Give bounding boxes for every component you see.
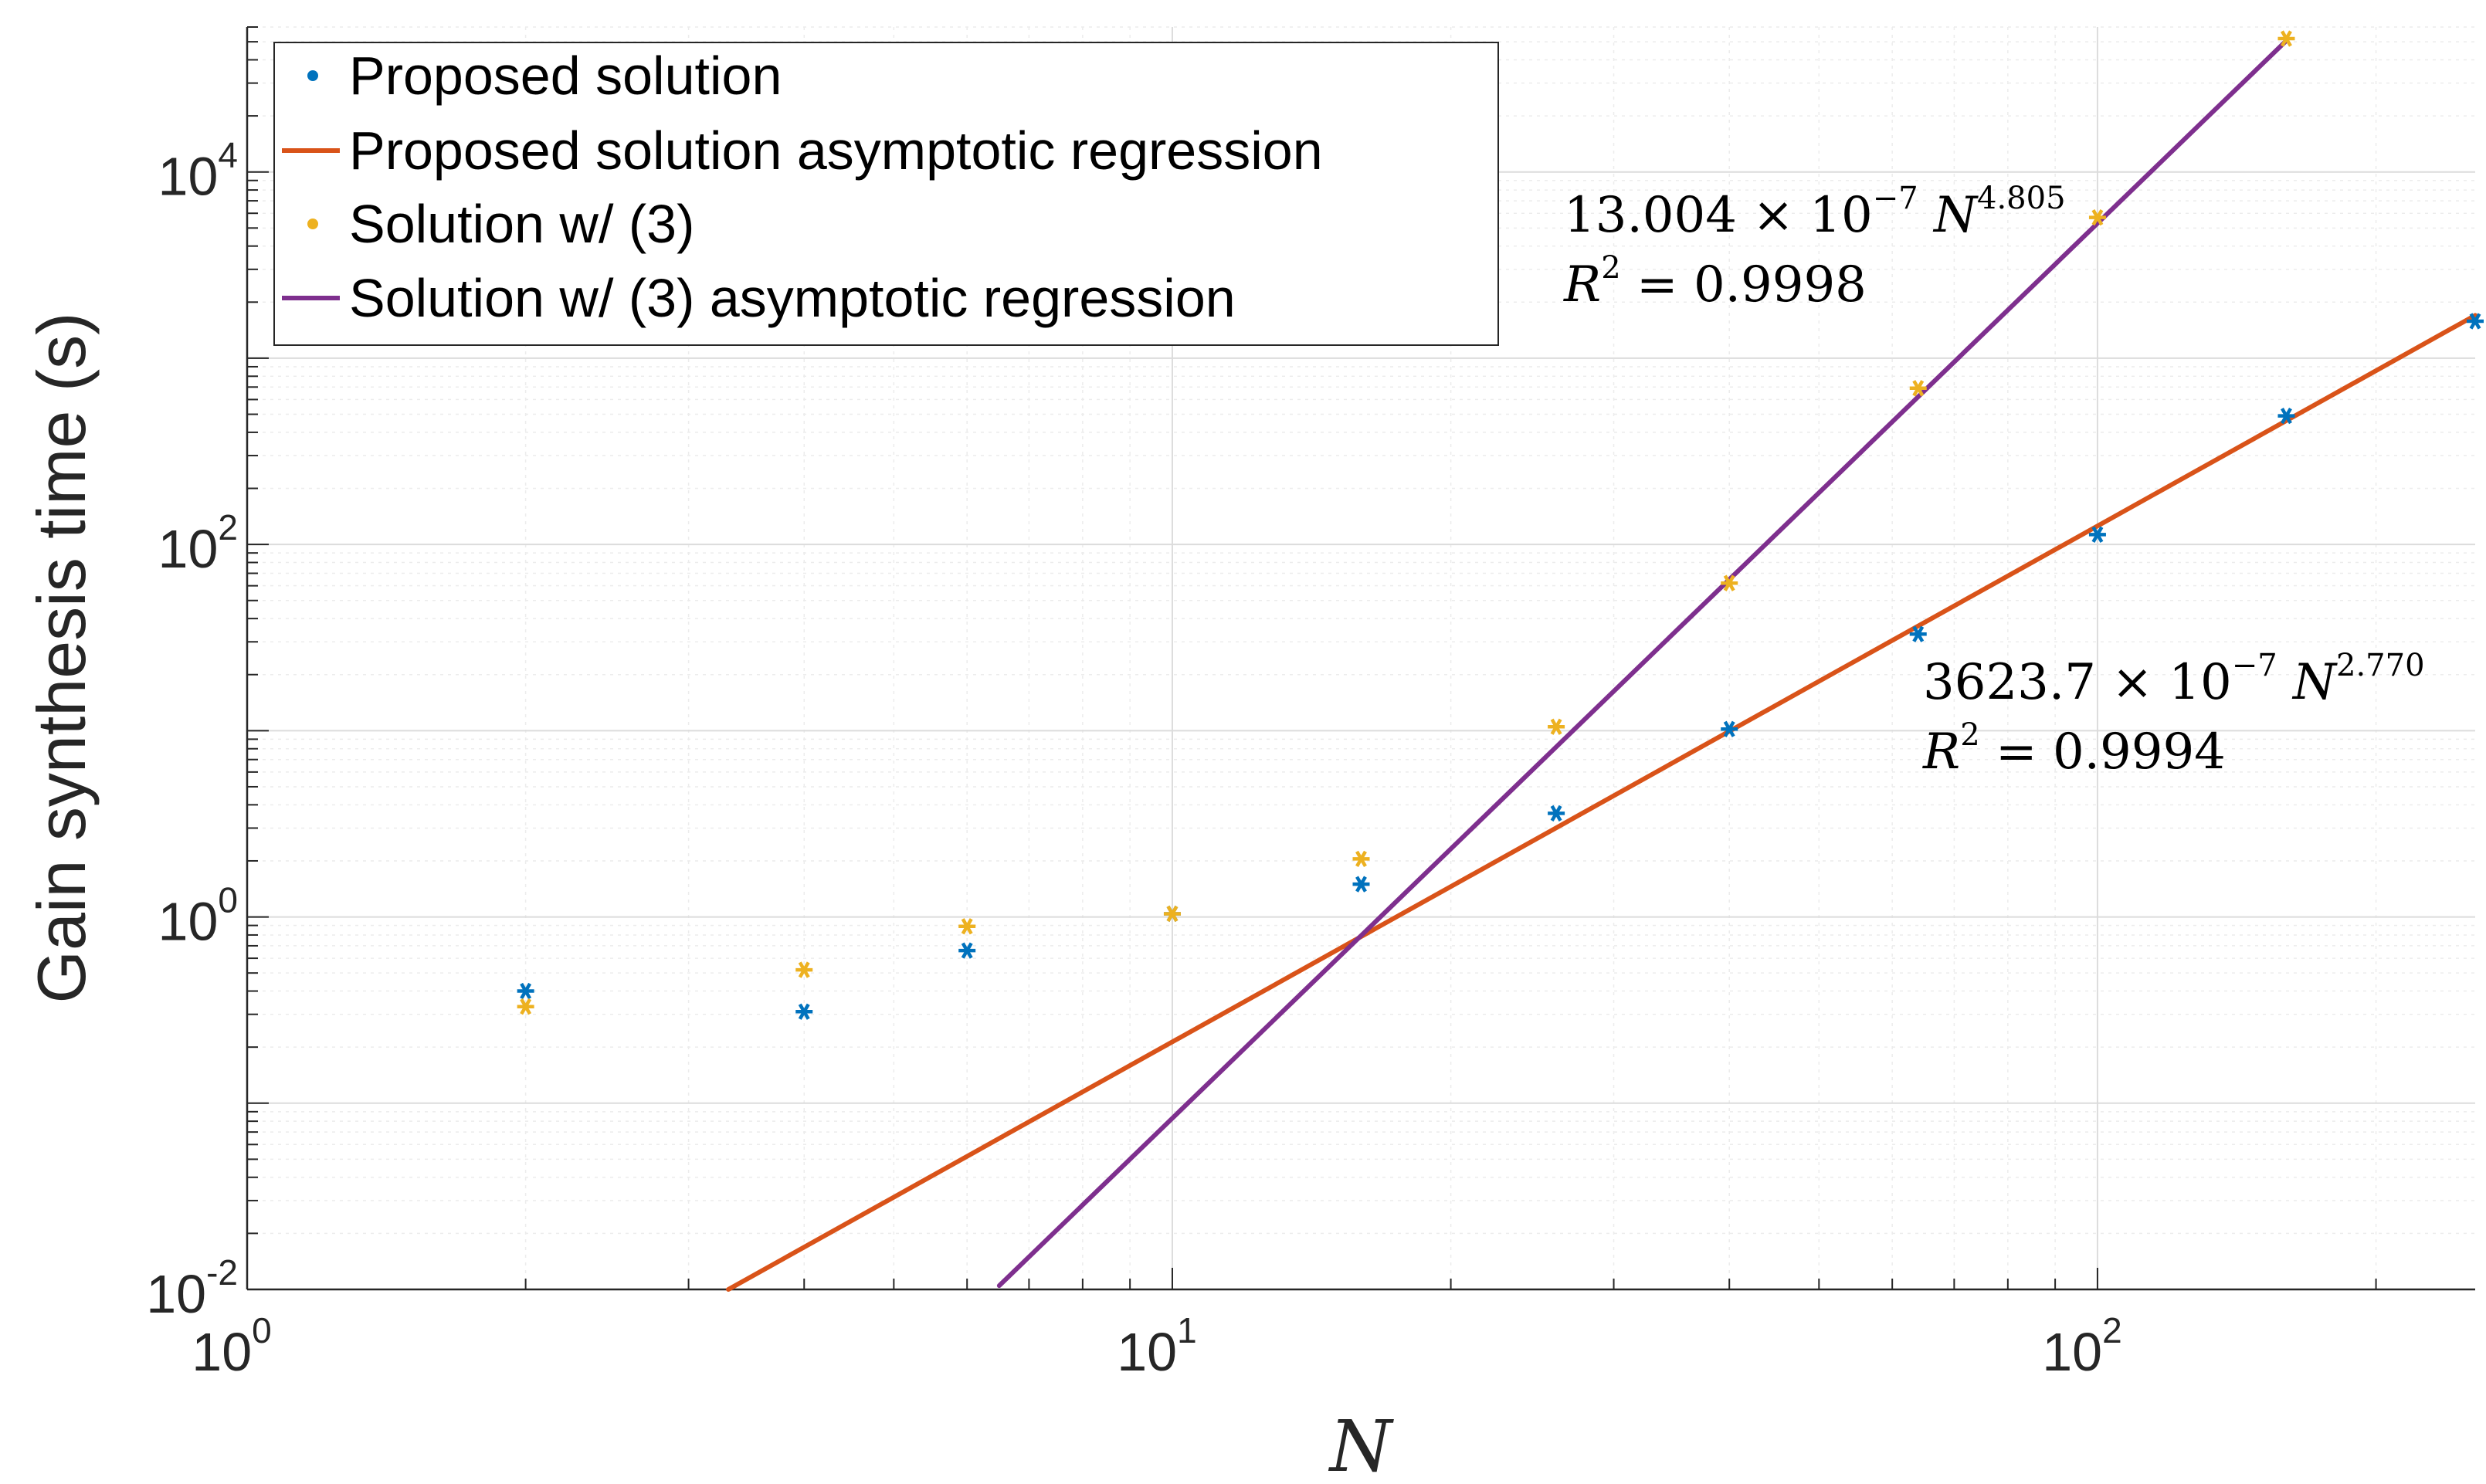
data-point xyxy=(1721,574,1738,591)
point-stroke xyxy=(1355,850,1367,868)
data-point xyxy=(517,998,534,1015)
point-stroke xyxy=(798,1003,810,1020)
point-stroke xyxy=(2091,208,2104,226)
legend-label: Proposed solution asymptotic regression xyxy=(349,120,1323,181)
point-stroke xyxy=(2281,407,2292,425)
legend-label: Solution w/ (3) asymptotic regression xyxy=(349,268,1236,328)
orange-fit-equation: 3623.7 × 10−7 N2.770 xyxy=(1923,648,2425,711)
legend-marker xyxy=(307,70,318,81)
regression-lines xyxy=(726,38,2478,1292)
data-point xyxy=(1548,718,1565,735)
x-tick-label: 101 xyxy=(1117,1310,1196,1382)
y-tick-label: 102 xyxy=(158,507,238,579)
legend-marker xyxy=(307,219,318,229)
x-tick-label: 100 xyxy=(192,1310,271,1382)
data-point xyxy=(2088,208,2106,226)
point-stroke xyxy=(961,918,973,935)
data-point xyxy=(1352,876,1370,893)
legend: Proposed solution Proposed solution asymp… xyxy=(273,42,1499,346)
purple-fit-equation: 13.004 × 10−7 N4.805 xyxy=(1564,181,2066,244)
data-point xyxy=(1352,850,1370,868)
annotation-purple-fit: 13.004 × 10−7 N4.805 R2 = 0.9998 xyxy=(1563,181,2066,313)
data-point xyxy=(1548,805,1565,822)
data-point xyxy=(2277,407,2295,425)
point-stroke xyxy=(520,998,532,1015)
data-point xyxy=(958,918,976,935)
y-axis-title: Gain synthesis time (s) xyxy=(23,313,100,1004)
legend-label: Proposed solution xyxy=(349,46,782,106)
point-stroke xyxy=(1355,876,1367,893)
data-point xyxy=(2467,313,2484,330)
y-tick-label: 100 xyxy=(158,880,238,952)
point-stroke xyxy=(1550,805,1562,822)
point-stroke xyxy=(1912,625,1925,642)
x-tick-labels: 100 101 102 xyxy=(192,1310,2121,1382)
annotation-orange-fit: 3623.7 × 10−7 N2.770 R2 = 0.9994 xyxy=(1922,648,2425,781)
point-stroke xyxy=(2469,313,2481,330)
data-point xyxy=(1909,625,1927,642)
data-point xyxy=(795,961,813,978)
point-stroke xyxy=(961,942,973,959)
point-stroke xyxy=(520,982,532,1000)
legend-items: Proposed solution Proposed solution asymp… xyxy=(282,46,1323,328)
data-point xyxy=(795,1003,813,1020)
regression-line xyxy=(726,313,2478,1292)
x-tick-label: 102 xyxy=(2042,1310,2121,1382)
x-axis-title: N xyxy=(1328,1405,1395,1484)
point-stroke xyxy=(1723,574,1735,591)
axes xyxy=(246,26,2475,1291)
legend-label: Solution w/ (3) xyxy=(349,194,694,254)
orange-fit-r2: R2 = 0.9994 xyxy=(1922,717,2226,781)
data-points xyxy=(517,30,2484,1020)
regression-line xyxy=(996,38,2289,1289)
data-point xyxy=(1909,380,1927,397)
y-tick-label: 10-2 xyxy=(146,1252,238,1324)
point-stroke xyxy=(1723,720,1735,737)
data-point xyxy=(2277,30,2295,47)
point-stroke xyxy=(1912,380,1925,397)
data-point xyxy=(1721,720,1738,737)
point-stroke xyxy=(2091,526,2104,543)
point-stroke xyxy=(798,961,810,978)
point-stroke xyxy=(1166,905,1179,923)
data-point xyxy=(2088,526,2106,543)
data-point xyxy=(958,942,976,959)
point-stroke xyxy=(2281,30,2292,47)
y-tick-label: 104 xyxy=(158,135,238,207)
point-stroke xyxy=(1550,718,1562,735)
purple-fit-r2: R2 = 0.9998 xyxy=(1563,250,1867,313)
data-point xyxy=(517,982,534,1000)
legend-box xyxy=(273,42,1499,346)
data-point xyxy=(1163,905,1181,923)
y-tick-labels: 10-2 100 102 104 xyxy=(146,135,238,1324)
